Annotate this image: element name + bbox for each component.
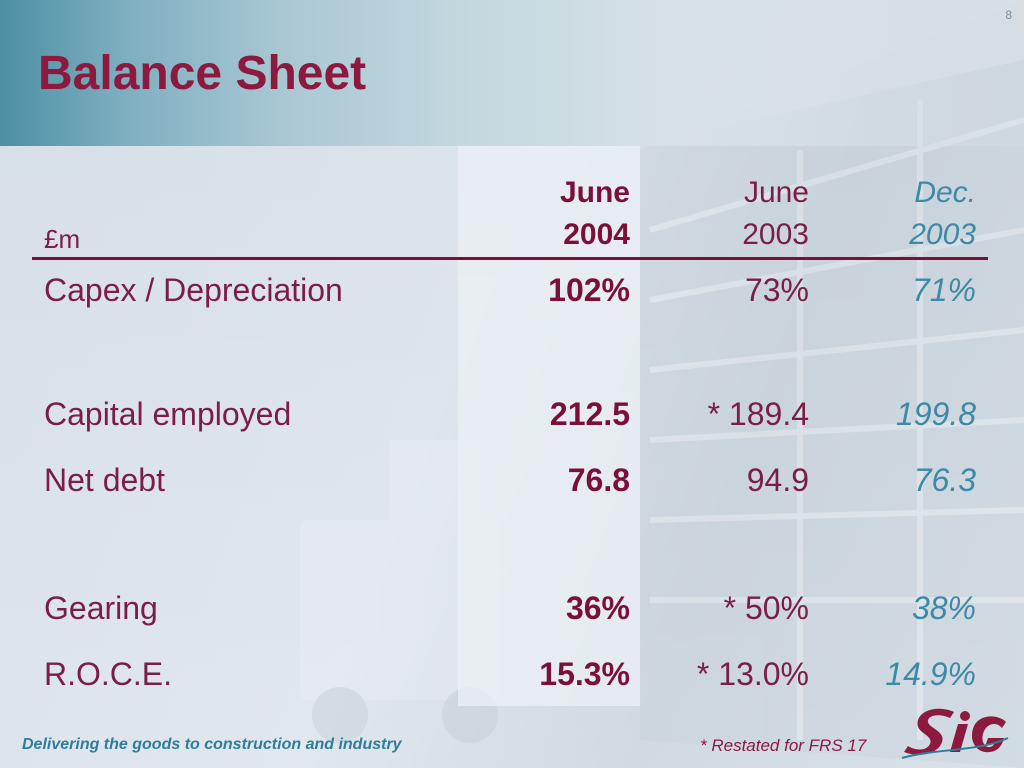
row-label: R.O.C.E. <box>44 656 173 692</box>
value-june-2003: 73% <box>744 272 809 308</box>
header-band <box>0 0 1024 146</box>
col-dec-2003-line1: Dec. <box>914 176 976 209</box>
value-june-2003: * 189.4 <box>707 396 809 432</box>
restatement-footnote: * Restated for FRS 17 <box>700 736 867 755</box>
row-label: Gearing <box>44 590 158 626</box>
value-dec-2003: 199.8 <box>895 396 976 432</box>
col-june-2003-line1: June <box>743 176 809 209</box>
page-number: 8 <box>1005 8 1012 22</box>
table-row: R.O.C.E. 15.3% * 13.0% 14.9% <box>32 656 988 700</box>
value-june-2003: * 13.0% <box>696 656 809 692</box>
table-header-line-2: £m 2004 2003 2003 <box>32 218 988 262</box>
value-dec-2003: 71% <box>911 272 976 308</box>
value-dec-2003: 38% <box>911 590 976 626</box>
table-row: Capital employed 212.5 * 189.4 199.8 <box>32 396 988 440</box>
value-june-2003: 94.9 <box>746 462 809 498</box>
value-june-2004: 102% <box>548 272 630 308</box>
table-row: Net debt 76.8 94.9 76.3 <box>32 462 988 506</box>
unit-label: £m <box>44 224 81 254</box>
value-june-2004: 36% <box>565 590 630 626</box>
row-label: Capital employed <box>44 396 292 432</box>
row-label: Capex / Depreciation <box>44 272 343 308</box>
value-june-2004: 15.3% <box>539 656 630 692</box>
col-dec-2003-line2: 2003 <box>909 218 976 251</box>
value-dec-2003: 76.3 <box>913 462 976 498</box>
row-label: Net debt <box>44 462 165 498</box>
value-dec-2003: 14.9% <box>885 656 976 692</box>
table-row: Capex / Depreciation 102% 73% 71% <box>32 272 988 316</box>
value-june-2004: 212.5 <box>549 396 630 432</box>
value-june-2003: * 50% <box>723 590 809 626</box>
value-june-2004: 76.8 <box>567 462 630 498</box>
table-header-line-1: June June Dec. <box>32 176 988 220</box>
table-row: Gearing 36% * 50% 38% <box>32 590 988 634</box>
col-june-2003-line2: 2003 <box>742 218 809 251</box>
col-june-2004-line1: June <box>559 176 630 209</box>
sig-logo-icon <box>901 708 1009 759</box>
header-divider <box>32 257 988 260</box>
footer-tagline: Delivering the goods to construction and… <box>22 736 402 753</box>
slide-title: Balance Sheet <box>38 47 367 100</box>
col-june-2004-line2: 2004 <box>563 218 630 251</box>
current-period-column-highlight <box>458 146 640 706</box>
